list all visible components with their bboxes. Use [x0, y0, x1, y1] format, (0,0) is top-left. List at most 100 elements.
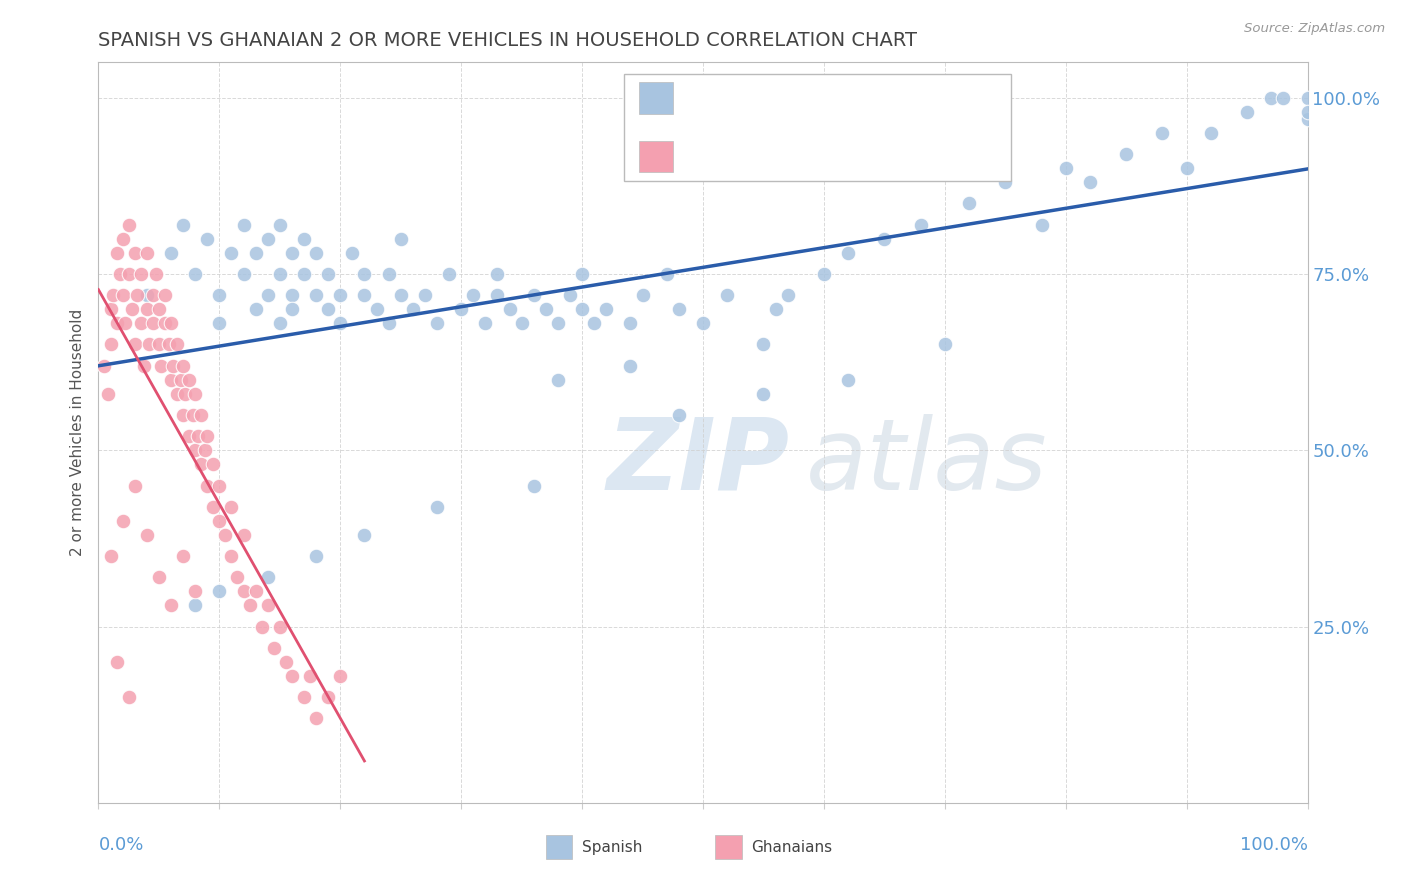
Point: [138, 337, 160, 351]
Point: [172, 218, 194, 232]
Point: [256, 599, 278, 613]
Point: [250, 619, 273, 633]
Point: [135, 302, 157, 317]
Point: [208, 514, 231, 528]
Point: [190, 408, 212, 422]
Point: [292, 267, 315, 281]
Point: [153, 316, 176, 330]
Point: [752, 337, 775, 351]
Point: [221, 500, 243, 514]
Point: [256, 288, 278, 302]
Point: [150, 359, 173, 373]
Point: [269, 267, 291, 281]
Point: [994, 175, 1017, 189]
Point: [134, 359, 156, 373]
Point: [202, 458, 225, 472]
Point: [179, 373, 201, 387]
Point: [208, 478, 231, 492]
Point: [353, 528, 375, 542]
Point: [105, 245, 128, 260]
Point: [437, 267, 460, 281]
Point: [100, 302, 122, 317]
Point: [195, 232, 218, 246]
Point: [1296, 112, 1319, 126]
Point: [172, 408, 194, 422]
Point: [208, 584, 231, 599]
Point: [316, 690, 339, 704]
Point: [1260, 91, 1282, 105]
Point: [111, 288, 134, 302]
Bar: [716, 836, 742, 859]
Point: [957, 196, 980, 211]
Point: [463, 288, 485, 302]
Point: [426, 500, 449, 514]
Point: [127, 288, 149, 302]
Point: [166, 387, 188, 401]
Point: [668, 408, 690, 422]
Point: [534, 302, 557, 317]
Point: [232, 528, 254, 542]
Point: [153, 288, 176, 302]
Point: [97, 387, 120, 401]
Point: [190, 458, 212, 472]
Point: [305, 549, 328, 563]
Point: [202, 500, 225, 514]
Text: atlas: atlas: [806, 414, 1047, 511]
Point: [232, 218, 254, 232]
Point: [162, 359, 184, 373]
Point: [426, 316, 449, 330]
Point: [160, 316, 183, 330]
Point: [571, 267, 593, 281]
Point: [389, 232, 412, 246]
Point: [510, 316, 533, 330]
Point: [281, 245, 304, 260]
Point: [292, 690, 315, 704]
Point: [184, 267, 207, 281]
Point: [221, 245, 243, 260]
Point: [187, 429, 209, 443]
Point: [353, 267, 375, 281]
Point: [226, 570, 249, 584]
Point: [114, 316, 136, 330]
Point: [377, 316, 399, 330]
Point: [269, 218, 291, 232]
Text: Ghanaians: Ghanaians: [751, 839, 832, 855]
FancyBboxPatch shape: [624, 73, 1011, 181]
Point: [239, 599, 262, 613]
Text: R = 0.504   N = 96: R = 0.504 N = 96: [688, 88, 887, 107]
Point: [523, 288, 546, 302]
Point: [195, 478, 218, 492]
Point: [329, 288, 352, 302]
Point: [450, 302, 472, 317]
Point: [166, 337, 188, 351]
Point: [135, 245, 157, 260]
Point: [366, 302, 388, 317]
Point: [135, 288, 157, 302]
Point: [256, 570, 278, 584]
Point: [813, 267, 835, 281]
Point: [160, 245, 183, 260]
Point: [148, 302, 170, 317]
Point: [195, 429, 218, 443]
Point: [184, 599, 207, 613]
Point: [305, 288, 328, 302]
Point: [124, 245, 146, 260]
Point: [292, 232, 315, 246]
Point: [1152, 126, 1174, 140]
Point: [486, 267, 509, 281]
Point: [118, 267, 141, 281]
Point: [111, 232, 134, 246]
Point: [776, 288, 799, 302]
Point: [558, 288, 581, 302]
Point: [160, 373, 183, 387]
Point: [316, 302, 339, 317]
Point: [172, 359, 194, 373]
Point: [1031, 218, 1053, 232]
Point: [619, 316, 641, 330]
Text: Source: ZipAtlas.com: Source: ZipAtlas.com: [1244, 22, 1385, 36]
Point: [873, 232, 896, 246]
Point: [342, 245, 364, 260]
Point: [148, 337, 170, 351]
Point: [837, 245, 859, 260]
Point: [716, 288, 738, 302]
